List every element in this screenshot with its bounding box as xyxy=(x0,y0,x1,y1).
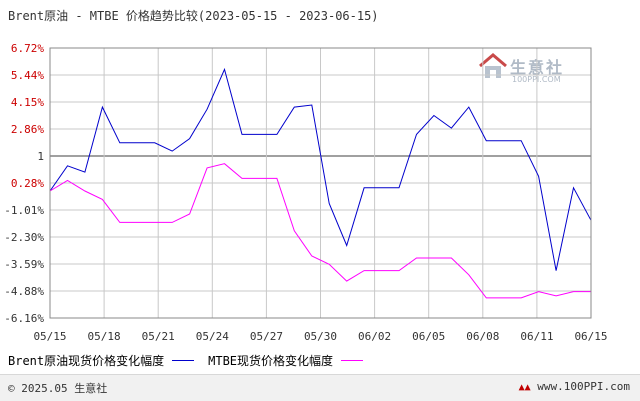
watermark-en: 100PPI.COM xyxy=(512,75,561,84)
series-line-mtbe xyxy=(49,163,591,299)
y-tick-label: 1 xyxy=(37,150,44,163)
x-axis-ticks: 05/15 05/18 05/21 05/24 05/27 05/30 06/02 06/05… xyxy=(33,330,607,343)
x-tick-label: 06/08 xyxy=(466,330,499,343)
series-line-brent xyxy=(49,67,592,271)
plot-frame xyxy=(49,47,592,319)
y-tick-label: 0.28% xyxy=(11,177,44,190)
y-tick-label: -3.59% xyxy=(4,258,44,271)
x-tick-label: 06/02 xyxy=(358,330,391,343)
chart-grid xyxy=(49,47,592,319)
legend-swatch-mtbe xyxy=(341,360,364,361)
site-logo-icon: ▲▲ xyxy=(518,382,531,393)
x-tick-label: 05/18 xyxy=(88,330,121,343)
legend-label-mtbe: MTBE现货价格变化幅度 xyxy=(208,354,334,368)
footer-site-text: www.100PPI.com xyxy=(537,380,630,393)
x-tick-label: 05/24 xyxy=(196,330,229,343)
legend-swatch-brent xyxy=(172,360,195,361)
chart-legend: Brent原油现货价格变化幅度 MTBE现货价格变化幅度 xyxy=(8,352,377,369)
y-tick-label: -4.88% xyxy=(4,285,44,298)
watermark-cn: 生意社 xyxy=(510,58,565,77)
chart-title: Brent原油 - MTBE 价格趋势比较(2023-05-15 - 2023-… xyxy=(8,9,379,23)
footer-site-link[interactable]: ▲▲ www.100PPI.com xyxy=(519,380,630,393)
x-tick-label: 05/30 xyxy=(304,330,337,343)
y-axis-ticks: 6.72% 5.44% 4.15% 2.86% 1 0.28% -1.01% -2.30% -3… xyxy=(4,42,44,325)
x-tick-label: 06/15 xyxy=(574,330,607,343)
x-tick-label: 05/27 xyxy=(250,330,283,343)
y-tick-label: 4.15% xyxy=(11,96,44,109)
y-tick-label: -1.01% xyxy=(4,204,44,217)
legend-label-brent: Brent原油现货价格变化幅度 xyxy=(8,354,165,368)
x-tick-label: 05/15 xyxy=(33,330,66,343)
x-tick-label: 06/11 xyxy=(520,330,553,343)
footer-copyright: © 2025.05 生意社 xyxy=(8,382,108,395)
y-tick-label: -2.30% xyxy=(4,231,44,244)
y-tick-label: 2.86% xyxy=(11,123,44,136)
watermark-logo: 生意社 100PPI.COM xyxy=(478,52,562,84)
y-tick-label: 5.44% xyxy=(11,69,44,82)
y-tick-label: -6.16% xyxy=(4,312,44,325)
x-tick-label: 06/05 xyxy=(412,330,445,343)
x-tick-label: 05/21 xyxy=(142,330,175,343)
line-chart: 6.72% 5.44% 4.15% 2.86% 1 0.28% -1.01% -2.30% -3… xyxy=(4,42,607,343)
footer-bar: © 2025.05 生意社 ▲▲ www.100PPI.com xyxy=(0,374,640,401)
y-tick-label: 6.72% xyxy=(11,42,44,55)
chart-series xyxy=(49,67,592,299)
